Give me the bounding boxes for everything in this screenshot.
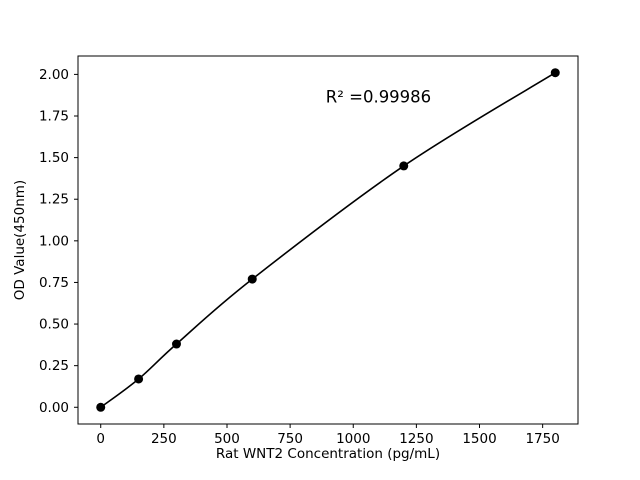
x-tick-label: 1750	[525, 431, 559, 447]
y-axis-label: OD Value(450nm)	[12, 180, 28, 300]
fit-curve	[100, 72, 556, 408]
x-tick-label: 1250	[399, 431, 433, 447]
y-tick-label: 1.00	[39, 233, 69, 249]
data-point	[171, 339, 181, 349]
data-point	[247, 274, 257, 284]
data-point	[399, 161, 409, 171]
y-tick-label: 0.50	[39, 317, 69, 333]
y-tick-label: 2.00	[39, 67, 69, 83]
y-tick-label: 0.75	[39, 275, 69, 291]
y-tick-label: 0.25	[39, 358, 69, 374]
x-tick-label: 250	[151, 431, 177, 447]
data-point	[134, 374, 144, 384]
r-squared-annotation: R² =0.99986	[326, 88, 431, 107]
x-tick-label: 750	[277, 431, 303, 447]
plot-frame	[77, 55, 579, 425]
data-point	[550, 68, 560, 78]
y-tick-label: 0.00	[39, 400, 69, 416]
y-tick-label: 1.75	[39, 109, 69, 125]
x-tick-label: 500	[214, 431, 240, 447]
x-axis-label: Rat WNT2 Concentration (pg/mL)	[216, 446, 440, 462]
y-tick-label: 1.25	[39, 192, 69, 208]
x-tick-label: 1500	[462, 431, 496, 447]
y-tick-label: 1.50	[39, 150, 69, 166]
data-point	[96, 402, 106, 412]
x-tick-label: 1000	[336, 431, 370, 447]
x-tick-label: 0	[96, 431, 105, 447]
